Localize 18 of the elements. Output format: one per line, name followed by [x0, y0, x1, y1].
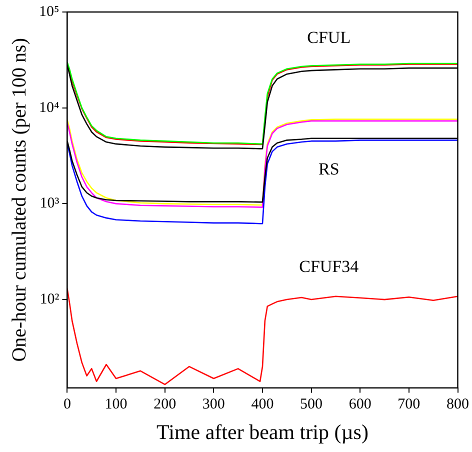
- x-tick-label: 700: [398, 396, 420, 413]
- y-axis-title: One-hour cumulated counts (per 100 ns): [8, 38, 30, 362]
- y-tick-label: 10⁴: [38, 100, 60, 116]
- x-axis-title: Time after beam trip (µs): [156, 420, 368, 444]
- annotation: CFUF34: [299, 257, 360, 276]
- x-tick-label: 400: [251, 396, 274, 413]
- x-tick-label: 800: [446, 396, 469, 413]
- annotation: RS: [318, 159, 340, 178]
- y-tick-label: 10³: [40, 196, 60, 212]
- y-tick-label: 10²: [40, 291, 60, 308]
- x-tick-label: 500: [300, 396, 323, 413]
- y-tick-label: 10⁵: [38, 4, 60, 20]
- x-tick-label: 300: [202, 396, 225, 413]
- x-tick-label: 600: [348, 396, 372, 413]
- annotation: CFUL: [307, 28, 351, 47]
- x-tick-label: 100: [104, 396, 128, 413]
- x-tick-label: 0: [63, 396, 71, 413]
- x-tick-label: 200: [154, 396, 176, 413]
